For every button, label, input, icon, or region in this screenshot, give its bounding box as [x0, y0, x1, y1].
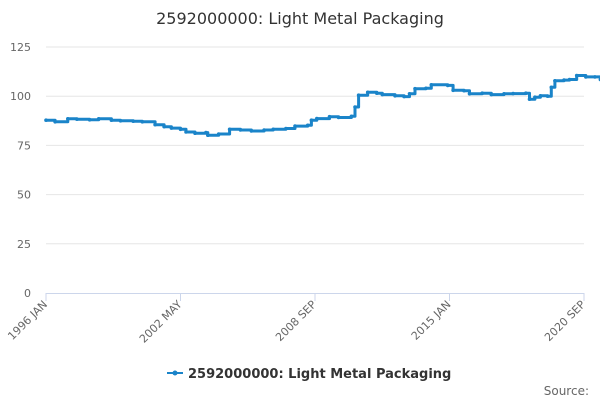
data-point[interactable] — [178, 127, 183, 132]
data-point[interactable] — [424, 86, 428, 91]
data-point[interactable] — [109, 118, 114, 122]
data-point[interactable] — [249, 129, 254, 133]
data-point[interactable] — [567, 77, 572, 82]
data-point[interactable] — [206, 133, 210, 137]
data-point[interactable] — [169, 126, 174, 130]
data-point[interactable] — [538, 94, 543, 98]
data-point[interactable] — [356, 93, 361, 97]
data-point[interactable] — [309, 118, 314, 122]
legend-marker-icon — [172, 370, 178, 376]
y-tick-label: 75 — [17, 139, 31, 152]
data-point[interactable] — [527, 97, 532, 101]
data-point[interactable] — [375, 91, 379, 95]
data-point[interactable] — [365, 90, 370, 95]
data-point[interactable] — [502, 92, 506, 96]
data-point[interactable] — [216, 132, 221, 136]
chart-title: 2592000000: Light Metal Packaging — [156, 9, 444, 28]
data-point[interactable] — [87, 118, 92, 122]
data-point[interactable] — [53, 120, 57, 124]
x-tick-label: 1996 JAN — [5, 298, 50, 343]
data-point[interactable] — [480, 91, 485, 95]
data-point[interactable] — [262, 128, 266, 132]
data-point[interactable] — [413, 86, 417, 91]
data-point[interactable] — [380, 92, 385, 97]
data-point[interactable] — [162, 124, 166, 129]
y-tick-label: 25 — [17, 238, 31, 251]
y-axis-tick-labels: 0 25 50 75 100 125 — [10, 41, 31, 300]
data-point[interactable] — [327, 114, 332, 119]
gridlines — [46, 46, 584, 245]
data-point[interactable] — [489, 92, 494, 97]
y-tick-label: 50 — [17, 189, 31, 202]
data-point[interactable] — [140, 120, 145, 124]
x-tick-label: 2002 MAY — [137, 298, 185, 346]
data-point[interactable] — [271, 127, 276, 132]
data-point[interactable] — [44, 118, 48, 122]
series-line[interactable] — [46, 74, 600, 137]
data-point[interactable] — [393, 94, 397, 98]
data-point[interactable] — [511, 91, 515, 96]
data-point[interactable] — [533, 95, 537, 99]
y-tick-label: 0 — [24, 287, 31, 300]
data-point[interactable] — [451, 88, 455, 93]
source-credit[interactable]: Source: — [544, 384, 589, 398]
x-axis: 1996 JAN 2002 MAY 2008 SEP 2015 JAN 2020 SEP — [5, 293, 588, 346]
data-point[interactable] — [238, 128, 243, 132]
data-point[interactable] — [549, 85, 554, 90]
legend[interactable]: 2592000000: Light Metal Packaging — [167, 367, 451, 382]
data-point[interactable] — [131, 119, 135, 123]
data-point[interactable] — [284, 126, 288, 131]
data-point[interactable] — [305, 123, 310, 128]
data-point[interactable] — [462, 88, 466, 93]
data-point[interactable] — [153, 122, 157, 127]
data-point[interactable] — [445, 83, 450, 88]
data-point[interactable] — [349, 114, 354, 119]
series-line-layer — [44, 73, 600, 137]
data-point[interactable] — [593, 75, 597, 79]
data-point[interactable] — [545, 94, 550, 98]
data-point[interactable] — [584, 75, 588, 79]
x-tick-label: 2008 SEP — [273, 298, 319, 344]
data-point[interactable] — [574, 73, 579, 78]
data-point[interactable] — [204, 130, 208, 135]
data-point[interactable] — [467, 92, 472, 96]
data-point[interactable] — [118, 119, 123, 123]
legend-label: 2592000000: Light Metal Packaging — [188, 367, 451, 382]
data-point[interactable] — [524, 91, 528, 95]
data-point[interactable] — [66, 117, 70, 121]
data-point[interactable] — [553, 79, 557, 83]
data-point[interactable] — [402, 94, 406, 99]
data-point[interactable] — [193, 131, 197, 135]
y-tick-label: 125 — [10, 41, 31, 54]
data-point[interactable] — [184, 130, 188, 134]
x-tick-label: 2015 JAN — [409, 298, 454, 343]
data-point[interactable] — [353, 105, 357, 109]
x-tick-label: 2020 SEP — [542, 298, 588, 344]
data-point[interactable] — [75, 117, 79, 121]
y-tick-label: 100 — [10, 90, 31, 103]
data-point[interactable] — [407, 92, 412, 96]
data-point[interactable] — [562, 78, 566, 82]
data-point[interactable] — [96, 117, 101, 121]
data-point[interactable] — [336, 115, 341, 120]
data-point[interactable] — [227, 127, 232, 132]
data-point[interactable] — [315, 116, 319, 121]
data-point[interactable] — [429, 83, 434, 87]
data-point[interactable] — [293, 124, 297, 128]
